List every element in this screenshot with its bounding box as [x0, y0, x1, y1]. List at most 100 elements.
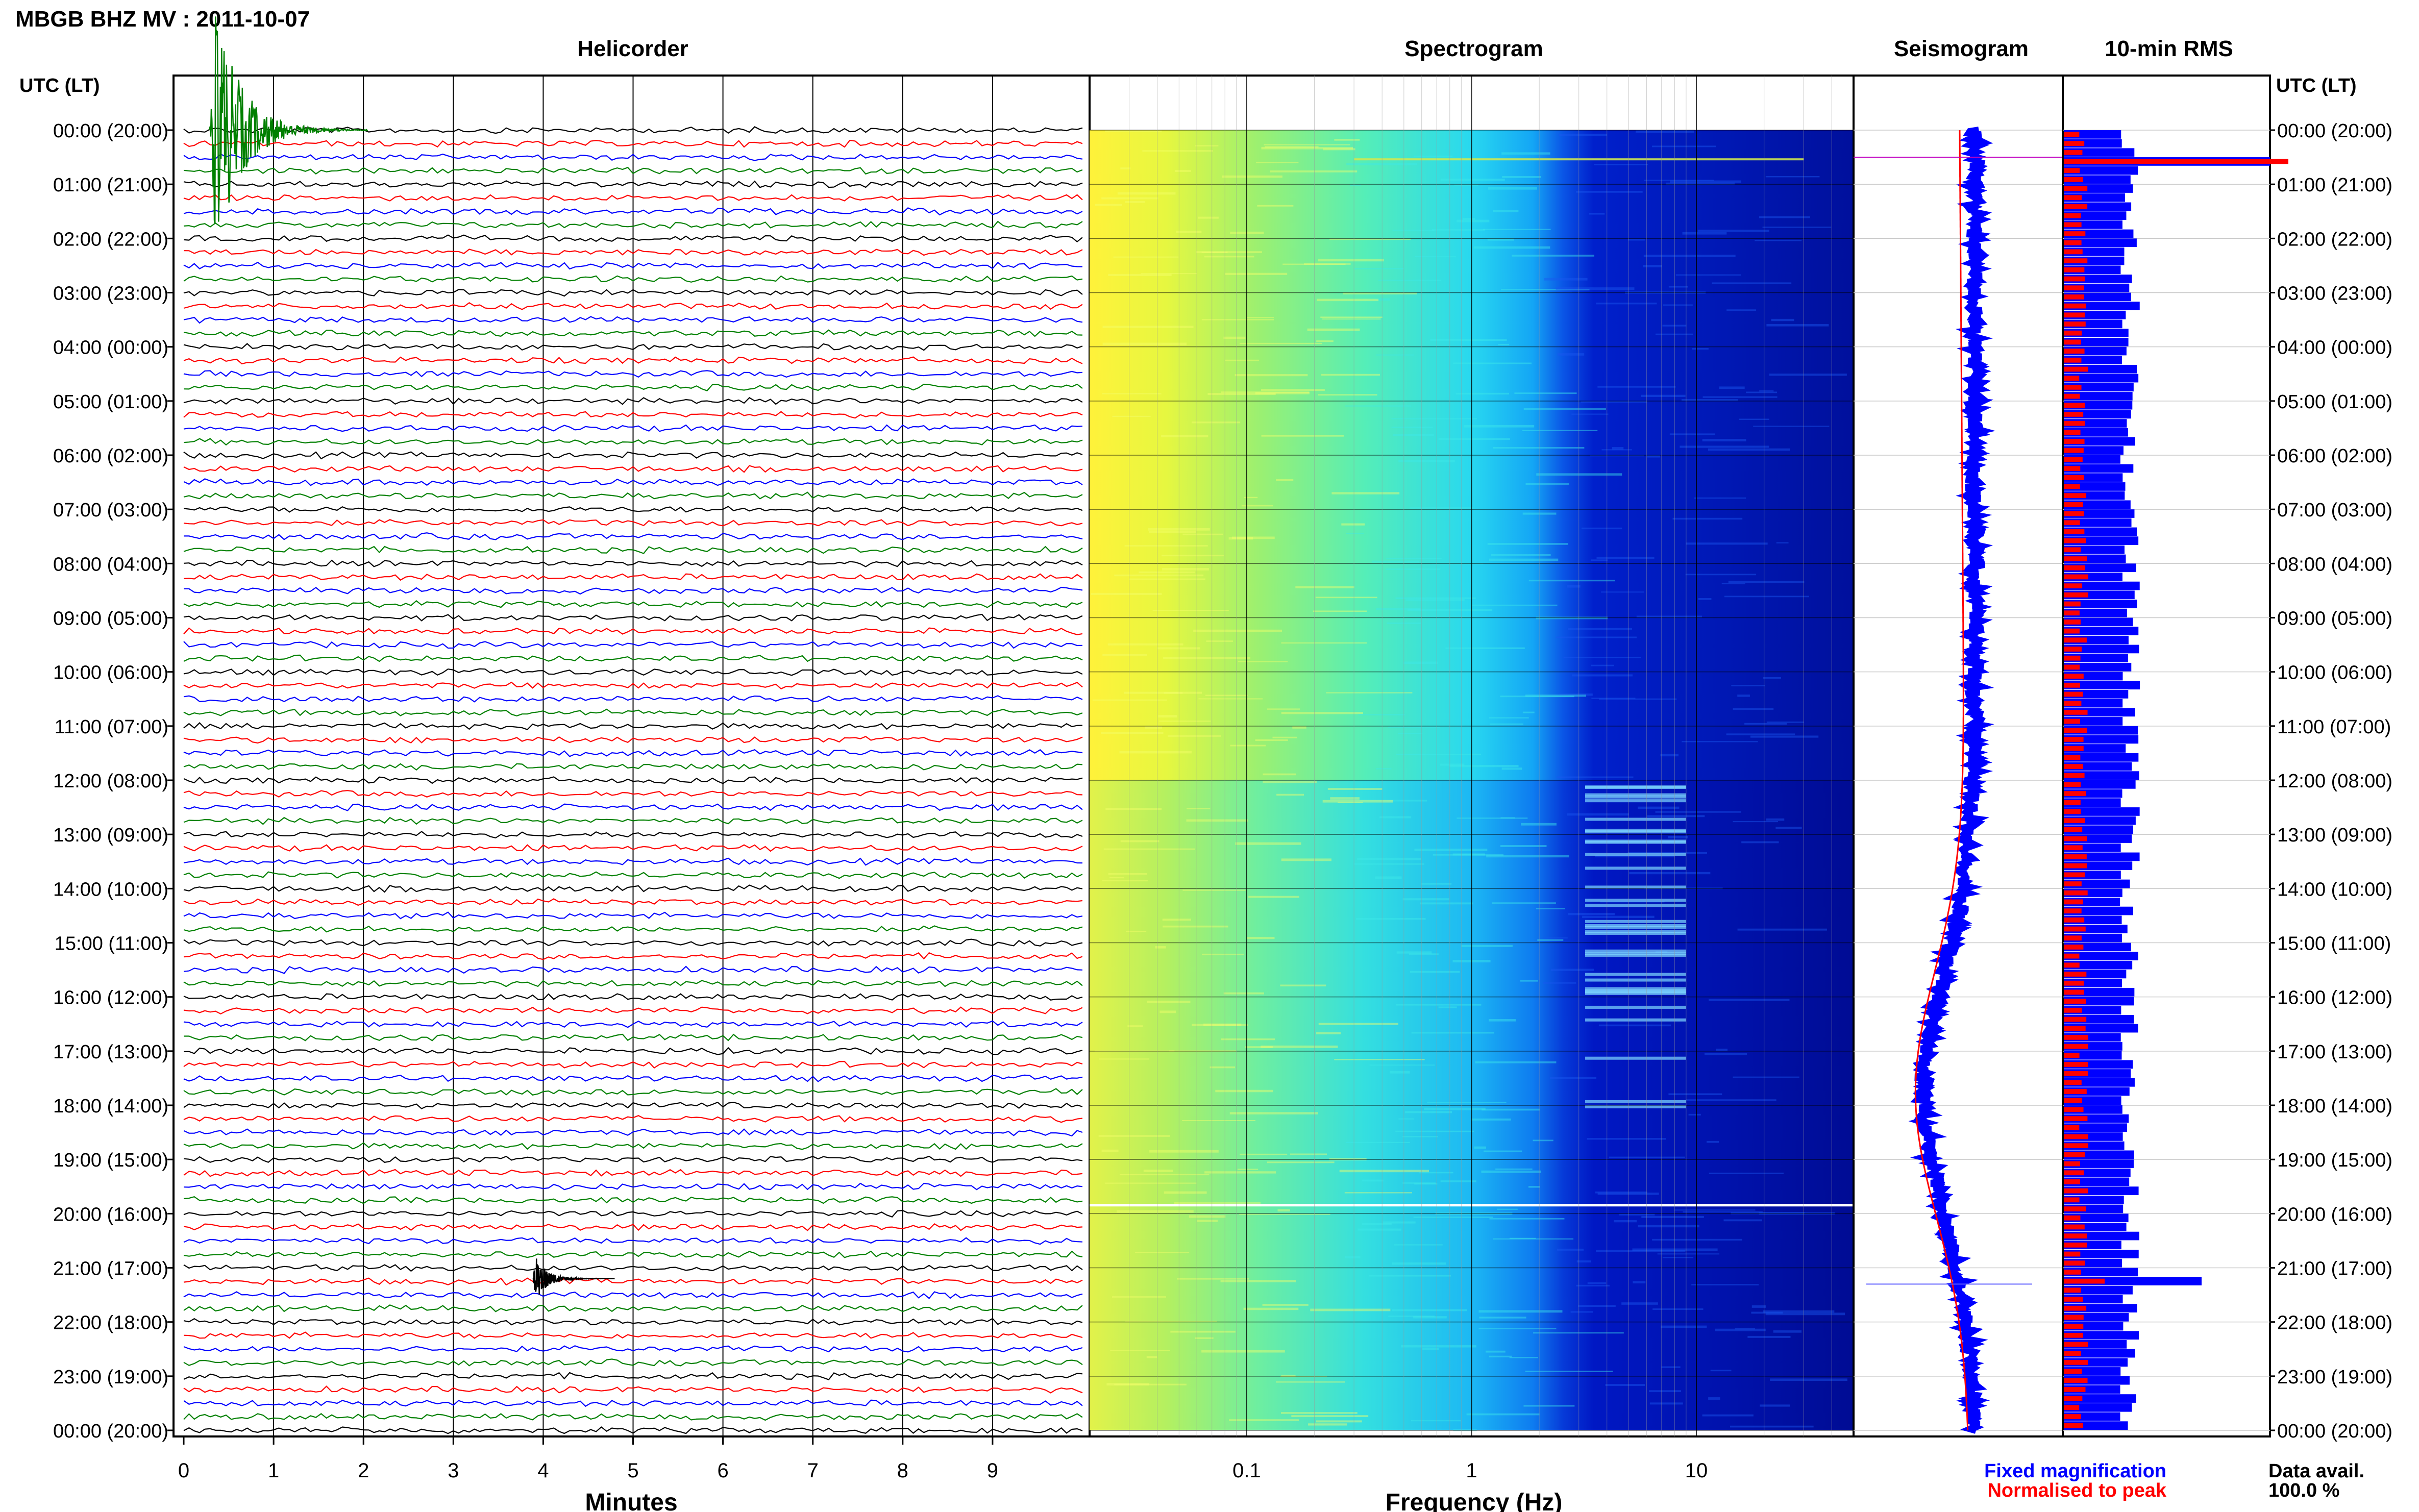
rms-bar-fixed: [2064, 627, 2139, 635]
helicorder-event-trace: [209, 16, 368, 225]
helicorder-trace: [183, 790, 1083, 798]
spectrogram-streak: [1393, 434, 1434, 436]
spectrogram-streak: [1557, 776, 1634, 778]
spectrogram-streak: [1566, 585, 1581, 588]
spectrogram-streak: [1225, 272, 1288, 275]
spectrogram-streak: [1240, 1153, 1288, 1155]
rms-bar-normalised: [2064, 1351, 2081, 1356]
helicorder-trace: [183, 465, 1083, 473]
spectrogram-streak: [1500, 696, 1574, 698]
spectrogram-band: [1585, 1018, 1686, 1022]
rms-bar-normalised: [2064, 1387, 2086, 1392]
spectrogram-streak: [1141, 273, 1197, 275]
spectrogram-streak: [1318, 259, 1384, 262]
spectrogram-streak: [1489, 1355, 1512, 1357]
spectrogram-streak: [1338, 802, 1363, 803]
spectrogram-streak: [1159, 1010, 1176, 1013]
spectrogram-streak: [1647, 455, 1661, 458]
rms-bar-normalised: [2064, 1071, 2088, 1076]
spectrogram-streak: [1149, 1150, 1219, 1153]
rms-bar-normalised: [2064, 945, 2084, 950]
time-label-right: 11:00 (07:00): [2277, 716, 2391, 738]
time-label-left: 15:00 (11:00): [55, 933, 168, 955]
rms-bar-normalised: [2064, 845, 2083, 851]
spectrogram-streak: [1685, 574, 1757, 576]
rms-bar-normalised: [2064, 1315, 2084, 1320]
helicorder-trace: [183, 1142, 1083, 1150]
rms-bar-normalised: [2064, 502, 2083, 507]
spectrogram-streak: [1402, 1136, 1438, 1137]
spectrogram-band: [1585, 920, 1686, 923]
spectrogram-streak: [1322, 800, 1393, 803]
spectrogram-streak: [1601, 449, 1632, 451]
spectrogram-streak: [1321, 374, 1380, 376]
time-label-left: 14:00 (10:00): [53, 879, 168, 900]
spectrogram-streak: [1649, 1402, 1683, 1405]
spectrogram-streak: [1235, 374, 1308, 377]
helicorder-tick-label: 6: [717, 1459, 728, 1482]
time-label-left: 01:00 (21:00): [53, 175, 168, 196]
rms-bar-normalised: [2064, 899, 2083, 905]
spectrogram-streak: [1632, 1248, 1718, 1251]
spectrogram-streak: [1766, 324, 1829, 327]
helicorder-trace: [183, 668, 1083, 676]
spectrogram-streak: [1627, 239, 1645, 241]
spectrogram-streak: [1101, 1149, 1119, 1152]
time-label-left: 08:00 (04:00): [53, 554, 168, 575]
spectrogram-streak: [1102, 654, 1147, 656]
helicorder-trace: [183, 1169, 1083, 1177]
rms-bar-normalised: [2064, 1034, 2088, 1040]
time-label-right: 05:00 (01:00): [2277, 391, 2392, 413]
helicorder-trace: [184, 586, 1083, 595]
spectrogram-streak: [1770, 1378, 1847, 1381]
spectrogram-streak: [1453, 362, 1532, 364]
rms-bar-normalised: [2064, 556, 2087, 561]
spectrogram-streak: [1487, 543, 1568, 545]
spectrogram-streak: [1556, 287, 1635, 290]
spectrogram-streak: [1489, 717, 1529, 718]
seismogram-normalised-trace: [1914, 130, 1969, 1431]
helicorder-trace: [183, 980, 1083, 987]
spectrogram-streak: [1502, 176, 1541, 178]
rms-bar-normalised: [2064, 141, 2085, 146]
time-label-left: 20:00 (16:00): [53, 1204, 168, 1225]
spectrogram-streak: [1192, 422, 1241, 424]
spectrogram-streak: [1666, 182, 1735, 185]
spectrogram-streak: [1708, 1397, 1720, 1400]
rms-bar-normalised: [2064, 953, 2080, 959]
helicorder-trace: [183, 302, 1083, 310]
rms-bar-fixed: [2064, 581, 2140, 590]
spectrogram-streak: [1345, 1256, 1361, 1259]
spectrogram-streak: [1334, 1059, 1425, 1060]
time-label-left: 05:00 (01:00): [53, 391, 168, 413]
spectrogram-band: [1585, 953, 1686, 957]
spectrogram-streak: [1265, 146, 1319, 148]
spectrogram-streak: [1680, 445, 1769, 448]
spectrogram-streak: [1668, 836, 1688, 838]
spectrogram-streak: [1638, 1225, 1699, 1228]
spectrogram-streak: [1660, 754, 1679, 757]
helicorder-trace: [183, 1020, 1083, 1028]
spectrogram-streak: [1454, 184, 1478, 187]
spectrogram-streak: [1186, 819, 1248, 822]
spectrogram-streak: [1492, 902, 1556, 904]
rms-bar-normalised: [2064, 1224, 2085, 1230]
spectrogram-band: [1585, 839, 1686, 843]
helicorder-trace: [183, 220, 1083, 229]
spectrogram-streak: [1686, 542, 1768, 545]
spectrogram-streak: [1341, 523, 1365, 526]
spectrogram-streak: [1438, 438, 1510, 440]
spectrogram-streak: [1241, 505, 1273, 507]
spectrogram-streak: [1457, 219, 1490, 222]
spectrogram-streak: [1281, 712, 1363, 714]
rms-bar-normalised: [2064, 330, 2082, 336]
spectrogram-streak: [1596, 1250, 1686, 1252]
spectrogram-streak: [1161, 435, 1208, 437]
spectrogram-streak: [1346, 163, 1417, 165]
time-label-right: 13:00 (09:00): [2277, 825, 2392, 846]
helicorder-trace: [183, 383, 1083, 391]
helicorder-trace: [183, 641, 1083, 649]
spectrogram-streak: [1643, 265, 1662, 267]
spectrogram-streak: [1182, 1120, 1256, 1122]
